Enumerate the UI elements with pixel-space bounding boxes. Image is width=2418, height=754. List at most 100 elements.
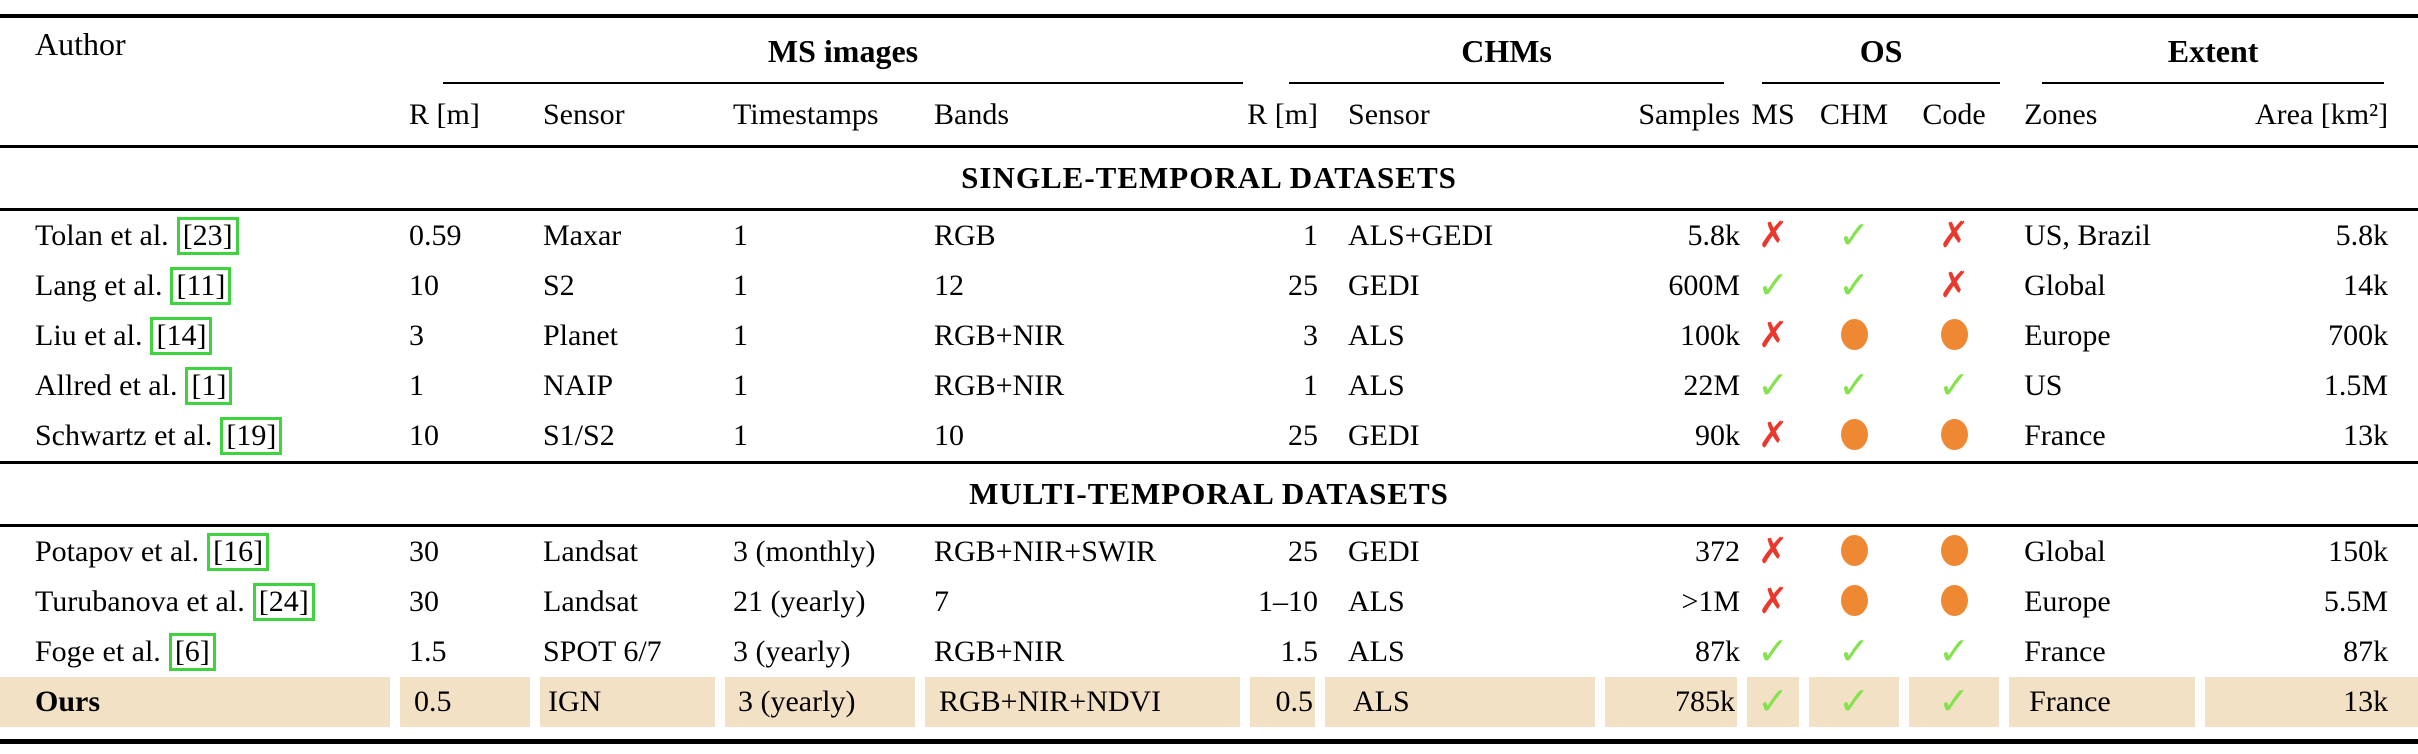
chm-sensor-cell: ALS [1348, 585, 1405, 618]
area-cell: 150k [2328, 535, 2389, 568]
os-ms-cell [1742, 361, 1804, 411]
os-chm-status-icon [1838, 216, 1870, 254]
samples-cell: 22M [1683, 369, 1741, 402]
os-code-cell [1904, 526, 2004, 578]
ms-sensor-cell: Landsat [543, 535, 638, 568]
citation-link[interactable]: [19] [220, 417, 283, 455]
os-chm-status-icon [1838, 266, 1870, 304]
citation-link[interactable]: [24] [252, 583, 315, 621]
os-code-cell [1904, 577, 2004, 627]
table-row: Turubanova et al. [24] 30 Landsat 21 (yea… [0, 577, 2418, 627]
table-row: Tolan et al. [23] 0.59 Maxar 1 RGB 1 ALS+… [0, 210, 2418, 262]
samples-cell: 87k [1695, 635, 1741, 668]
samples-cell: 372 [1695, 535, 1741, 568]
citation-link[interactable]: [11] [170, 267, 232, 305]
bands-cell: RGB+NIR [934, 369, 1065, 402]
ms-sensor-cell: S1/S2 [535, 411, 720, 464]
timestamps-cell: 3 (monthly) [733, 535, 876, 568]
os-code-status-icon [1939, 268, 1969, 304]
col-header-chm-sensor: Sensor [1320, 84, 1601, 148]
table-row: Lang et al. [11] 10 S2 1 12 25 GEDI 600M … [0, 261, 2418, 311]
zones-cell: US [2024, 369, 2063, 402]
chm-resolution-cell: 1.5 [1280, 635, 1319, 668]
chm-sensor-cell: GEDI [1320, 411, 1601, 464]
author-column-header: Author [0, 16, 395, 148]
citation-link[interactable]: [16] [207, 533, 270, 571]
col-header-zones: Zones [2004, 84, 2201, 148]
os-code-cell [1904, 261, 2004, 311]
author-cell: Ours [0, 677, 395, 727]
chm-sensor-cell: ALS [1348, 369, 1405, 402]
os-chm-status-icon [1840, 419, 1868, 450]
samples-cell: 100k [1680, 319, 1741, 352]
citation-link[interactable]: [14] [150, 317, 213, 355]
os-code-cell [1904, 210, 2004, 262]
os-chm-cell [1804, 411, 1905, 464]
os-chm-cell [1804, 210, 1904, 262]
author-cell: Potapov et al. [16] [0, 526, 395, 578]
ms-sensor-cell: S2 [543, 269, 575, 302]
os-ms-status-icon [1758, 584, 1788, 620]
ms-sensor-cell: Landsat [543, 585, 638, 618]
zones-cell: Europe [2024, 319, 2111, 352]
author-name: Liu et al. [35, 319, 143, 353]
os-code-status-icon [1939, 218, 1969, 254]
ms-sensor-cell: IGN [530, 677, 720, 727]
os-ms-status-icon [1758, 418, 1788, 454]
author-cell: Schwartz et al. [19] [0, 411, 395, 464]
area-cell: 13k [2195, 677, 2418, 727]
timestamps-cell: 1 [720, 411, 920, 464]
zones-cell: France [2024, 635, 2106, 668]
author-name: Allred et al. [35, 369, 178, 403]
os-chm-status-icon [1838, 682, 1870, 720]
ms-resolution-cell: 0.59 [409, 219, 462, 252]
os-ms-status-icon [1757, 266, 1789, 304]
os-chm-cell [1804, 627, 1904, 677]
chm-resolution-cell: 25 [1288, 269, 1319, 302]
os-code-status-icon [1940, 319, 1968, 350]
os-code-status-icon [1938, 682, 1970, 720]
os-ms-status-icon [1758, 218, 1788, 254]
samples-cell: 90k [1600, 411, 1743, 464]
col-header-timestamps: Timestamps [720, 84, 920, 148]
zones-cell: US, Brazil [2024, 219, 2151, 252]
os-code-cell [1904, 411, 2005, 464]
os-chm-status-icon [1840, 319, 1868, 350]
citation-link[interactable]: [1] [185, 367, 233, 405]
ms-resolution-cell: 10 [395, 411, 535, 464]
chm-resolution-cell: 25 [1245, 411, 1321, 464]
group-label-extent: Extent [2167, 33, 2259, 69]
group-label-chms: CHMs [1461, 33, 1552, 69]
table-row-ours: Ours 0.5 IGN 3 (yearly) RGB+NIR+NDVI 0.5… [0, 677, 2418, 727]
table-row: Potapov et al. [16] 30 Landsat 3 (monthly… [0, 526, 2418, 578]
col-header-samples: Samples [1600, 84, 1743, 148]
os-code-status-icon [1938, 366, 1970, 404]
os-ms-status-icon [1758, 318, 1788, 354]
os-chm-status-icon [1838, 632, 1870, 670]
chm-sensor-cell: GEDI [1348, 535, 1420, 568]
bands-cell: RGB+NIR [934, 319, 1065, 352]
ms-resolution-cell: 1.5 [409, 635, 447, 668]
os-ms-cell [1742, 311, 1804, 361]
timestamps-cell: 1 [733, 219, 748, 252]
col-header-os-chm: CHM [1804, 84, 1905, 148]
group-header-chms: CHMs [1245, 16, 1742, 84]
ms-resolution-cell: 0.5 [390, 677, 535, 727]
col-header-ms-resolution: R [m] [395, 84, 535, 148]
os-ms-cell [1737, 677, 1805, 727]
header-group-row: Author MS images CHMs OS Extent [0, 16, 2418, 148]
ms-sensor-cell: NAIP [543, 369, 614, 402]
os-ms-cell [1742, 261, 1804, 311]
bands-cell: 10 [920, 411, 1246, 464]
os-chm-status-icon [1840, 535, 1868, 566]
os-code-cell [1904, 627, 2004, 677]
area-cell: 14k [2343, 269, 2389, 302]
os-chm-cell [1804, 361, 1904, 411]
citation-link[interactable]: [6] [168, 633, 216, 671]
citation-link[interactable]: [23] [176, 217, 239, 255]
os-code-cell [1904, 311, 2004, 361]
chm-resolution-cell: 1 [1303, 369, 1319, 402]
ms-sensor-cell: SPOT 6/7 [543, 635, 662, 668]
zones-cell: France [2004, 411, 2201, 464]
os-ms-cell [1742, 411, 1805, 464]
